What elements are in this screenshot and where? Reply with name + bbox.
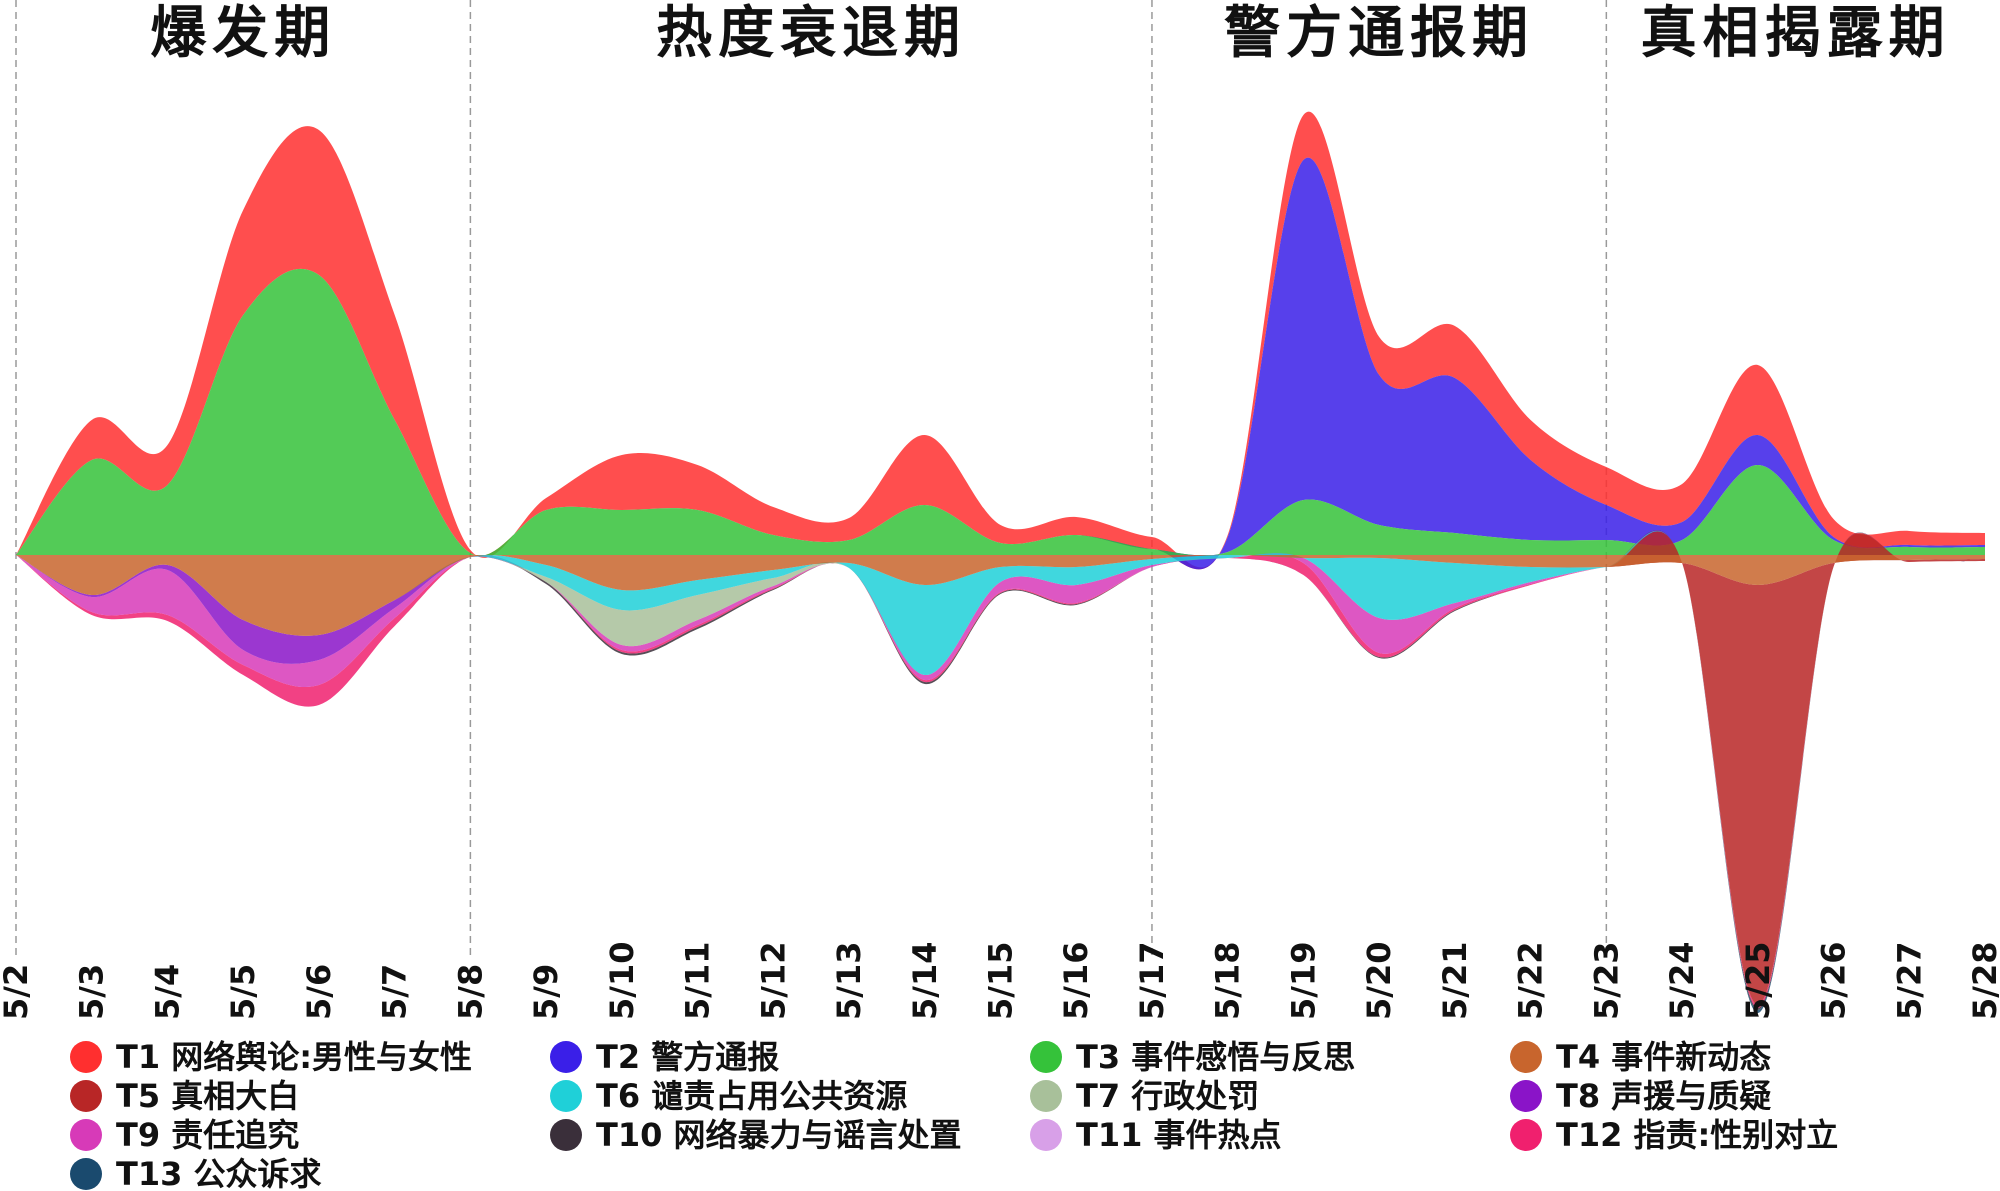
- legend-swatch: [1510, 1119, 1542, 1151]
- stream-layer: [16, 554, 1985, 636]
- legend-item: T2 警方通报: [550, 1038, 779, 1076]
- x-tick-label: 5/6: [300, 964, 338, 1020]
- x-tick-label: 5/4: [148, 964, 186, 1020]
- x-tick-label: 5/11: [679, 942, 717, 1020]
- x-tick-label: 5/25: [1739, 942, 1777, 1020]
- legend-label: T13 公众诉求: [116, 1155, 322, 1191]
- legend-label: T5 真相大白: [116, 1077, 299, 1115]
- x-tick-label: 5/10: [603, 942, 641, 1020]
- legend-item: T3 事件感悟与反思: [1030, 1038, 1355, 1076]
- legend-swatch: [550, 1080, 582, 1112]
- phase-dividers: [15, 0, 1608, 955]
- x-tick-label: 5/16: [1057, 942, 1095, 1020]
- legend-swatch: [70, 1119, 102, 1151]
- legend-label: T3 事件感悟与反思: [1076, 1038, 1355, 1076]
- phase-title: 热度衰退期: [656, 0, 966, 66]
- x-tick-label: 5/19: [1284, 942, 1322, 1020]
- x-tick-label: 5/14: [906, 942, 944, 1020]
- legend-swatch: [70, 1041, 102, 1073]
- stream-layer: [16, 157, 1985, 570]
- phase-title: 警方通报期: [1224, 0, 1534, 66]
- x-tick-label: 5/9: [527, 964, 565, 1020]
- legend-swatch: [550, 1119, 582, 1151]
- legend-label: T9 责任追究: [116, 1116, 299, 1154]
- x-tick-label: 5/21: [1436, 942, 1474, 1020]
- x-tick-label: 5/28: [1966, 942, 2000, 1020]
- legend-label: T2 警方通报: [596, 1038, 779, 1076]
- legend-swatch: [1030, 1119, 1062, 1151]
- phase-titles: 爆发期 热度衰退期 警方通报期 真相揭露期: [150, 0, 1951, 66]
- legend-swatch: [1030, 1080, 1062, 1112]
- x-tick-label: 5/3: [73, 964, 111, 1020]
- x-tick-label: 5/18: [1209, 942, 1247, 1020]
- x-tick-label: 5/20: [1360, 942, 1398, 1020]
- legend-label: T10 网络暴力与谣言处置: [596, 1116, 962, 1154]
- x-tick-label: 5/22: [1512, 942, 1550, 1020]
- legend-label: T4 事件新动态: [1556, 1038, 1771, 1076]
- legend-swatch: [1030, 1041, 1062, 1073]
- legend-item: T9 责任追究: [70, 1116, 299, 1154]
- legend-item: T8 声援与质疑: [1510, 1077, 1771, 1115]
- x-tick-label: 5/2: [0, 964, 35, 1020]
- legend-item: T13 公众诉求: [70, 1155, 322, 1191]
- legend-item: T7 行政处罚: [1030, 1077, 1259, 1115]
- legend-label: T7 行政处罚: [1076, 1077, 1259, 1115]
- x-tick-label: 5/27: [1890, 942, 1928, 1020]
- x-tick-label: 5/13: [830, 942, 868, 1020]
- legend-label: T11 事件热点: [1076, 1116, 1282, 1154]
- legend-item: T6 谴责占用公共资源: [550, 1077, 907, 1115]
- x-axis-tick-labels: 5/2 5/3 5/4 5/5 5/6 5/7 5/8 5/9 5/10 5/11 5/12 5/13…: [0, 942, 2000, 1020]
- legend-swatch: [1510, 1041, 1542, 1073]
- legend-swatch: [1510, 1080, 1542, 1112]
- x-tick-label: 5/17: [1133, 942, 1171, 1020]
- legend-label: T6 谴责占用公共资源: [596, 1077, 907, 1115]
- legend-label: T1 网络舆论:男性与女性: [116, 1038, 472, 1076]
- legend-label: T8 声援与质疑: [1556, 1077, 1771, 1115]
- x-tick-label: 5/7: [376, 964, 414, 1020]
- x-tick-label: 5/26: [1815, 942, 1853, 1020]
- legend-swatch: [70, 1158, 102, 1190]
- legend-swatch: [70, 1080, 102, 1112]
- x-tick-label: 5/8: [451, 964, 489, 1020]
- legend-item: T5 真相大白: [70, 1077, 299, 1115]
- legend: T1 网络舆论:男性与女性 T2 警方通报 T3 事件感悟与反思 T4 事件新动态 T5…: [70, 1038, 1838, 1191]
- phase-title: 真相揭露期: [1641, 0, 1951, 66]
- stream-layer: [16, 531, 1985, 1006]
- legend-swatch: [550, 1041, 582, 1073]
- legend-item: T10 网络暴力与谣言处置: [550, 1116, 962, 1154]
- x-tick-label: 5/23: [1587, 942, 1625, 1020]
- legend-item: T12 指责:性别对立: [1510, 1116, 1838, 1154]
- x-tick-label: 5/5: [224, 964, 262, 1020]
- legend-item: T4 事件新动态: [1510, 1038, 1771, 1076]
- stream-layers: [16, 111, 1985, 1014]
- x-tick-label: 5/12: [754, 942, 792, 1020]
- legend-item: T11 事件热点: [1030, 1116, 1282, 1154]
- legend-label: T12 指责:性别对立: [1556, 1116, 1838, 1154]
- legend-item: T1 网络舆论:男性与女性: [70, 1038, 472, 1076]
- x-tick-label: 5/24: [1663, 942, 1701, 1020]
- stream-layer: [16, 268, 1985, 556]
- phase-title: 爆发期: [150, 0, 336, 66]
- x-tick-label: 5/15: [982, 942, 1020, 1020]
